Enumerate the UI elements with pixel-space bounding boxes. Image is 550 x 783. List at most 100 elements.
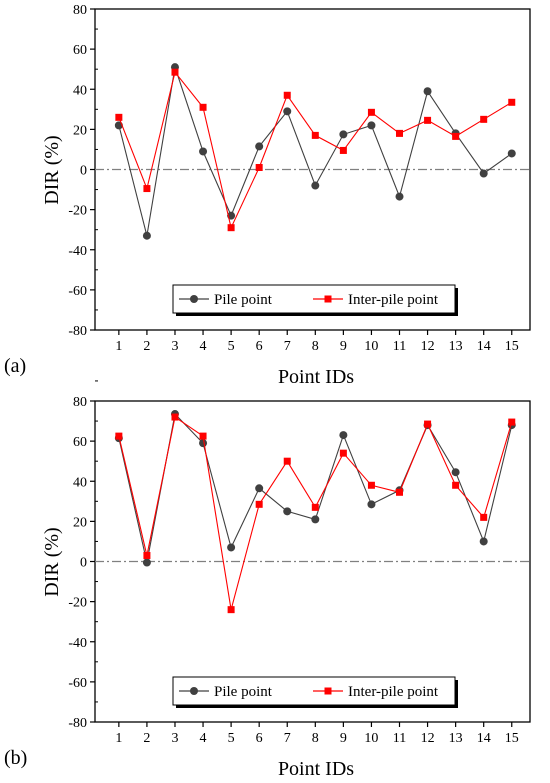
data-point [143, 551, 151, 559]
x-tick-label: 3 [171, 731, 178, 746]
x-tick-label: 6 [256, 339, 263, 354]
legend-label: Pile point [214, 684, 273, 700]
x-tick-label: 10 [364, 731, 378, 746]
data-point [423, 87, 432, 96]
x-tick-label: 10 [364, 339, 378, 354]
data-point [143, 185, 151, 193]
data-point [367, 108, 375, 116]
chart-panel-a: (a) Point IDs DIR (%) -80 -60 -40 -20 0 20 40 6… [4, 3, 531, 388]
data-point [339, 431, 348, 440]
data-point [255, 484, 264, 493]
data-point [199, 439, 208, 448]
data-point [311, 515, 320, 524]
data-point [451, 468, 460, 477]
series-line-pile-point [118, 67, 513, 236]
x-tick-label: 8 [312, 339, 319, 354]
data-point [424, 420, 432, 428]
data-point [171, 413, 179, 421]
data-point [479, 169, 488, 178]
legend-marker-circle [190, 295, 198, 303]
y-tick-label: 40 [73, 475, 87, 490]
legend-label: Inter-pile point [348, 292, 439, 308]
chart-panel-b: (b) Point IDs DIR (%) -80 -60 -40 -20 0 20 40 6… [4, 380, 531, 780]
data-point [339, 146, 347, 154]
y-tick-label: -20 [68, 596, 87, 611]
data-point [115, 432, 123, 440]
x-tick-label: 8 [312, 731, 319, 746]
data-point [396, 129, 403, 137]
data-point [452, 132, 460, 140]
data-point [255, 500, 263, 508]
x-tick-label: 7 [284, 731, 291, 746]
legend: Pile point Inter-pile point [172, 284, 458, 316]
data-point [424, 116, 432, 124]
y-tick-label: -80 [68, 324, 87, 339]
y-tick-label: -80 [68, 716, 87, 731]
legend-marker-square [324, 295, 332, 303]
data-point [283, 457, 291, 465]
data-point [142, 231, 151, 240]
data-point [311, 181, 320, 190]
x-tick-label: 13 [449, 731, 463, 746]
x-tick-label: 4 [200, 731, 207, 746]
x-tick-label: 2 [143, 339, 150, 354]
data-point [507, 149, 516, 158]
data-point [508, 98, 516, 106]
y-tick-label: -40 [68, 244, 87, 259]
y-axis-title: DIR (%) [41, 135, 63, 204]
series-line-inter-pile-point [118, 416, 513, 610]
legend-marker-square [324, 687, 332, 695]
panel-label: (a) [4, 355, 26, 377]
series-line-inter-pile-point [118, 70, 513, 230]
y-tick-label: 20 [73, 123, 87, 138]
data-point [227, 543, 236, 552]
legend-label: Pile point [214, 292, 273, 308]
data-point [367, 481, 375, 489]
data-point [339, 449, 347, 457]
y-tick-label: 20 [73, 515, 87, 530]
x-tick-label: 15 [505, 731, 519, 746]
data-point [452, 481, 460, 489]
data-point [255, 142, 264, 151]
y-tick-label: -60 [68, 676, 87, 691]
data-point [142, 558, 151, 567]
data-point [255, 163, 263, 171]
data-point [227, 606, 235, 614]
y-tick-label: 60 [73, 43, 87, 58]
data-point [339, 130, 348, 139]
y-axis-title: DIR (%) [41, 527, 63, 596]
y-tick-label: 80 [73, 395, 87, 410]
x-tick-label: 14 [477, 339, 491, 354]
y-tick-label: -60 [68, 284, 87, 299]
data-point [283, 91, 291, 99]
data-point [480, 115, 488, 123]
x-tick-label: 11 [393, 339, 406, 354]
x-tick-label: 7 [284, 339, 291, 354]
data-point [199, 432, 207, 440]
x-axis-title: Point IDs [278, 366, 354, 388]
data-point [171, 68, 179, 76]
x-tick-label: 5 [228, 339, 235, 354]
data-point [367, 121, 376, 130]
x-tick-label: 6 [256, 731, 263, 746]
legend-label: Inter-pile point [348, 684, 439, 700]
data-point [199, 147, 208, 156]
legend: Pile point Inter-pile point [172, 676, 458, 708]
x-tick-label: 9 [340, 731, 347, 746]
legend-marker-circle [190, 687, 198, 695]
data-point [311, 503, 319, 511]
x-tick-label: 15 [505, 339, 519, 354]
y-tick-label: -20 [68, 204, 87, 219]
data-point [480, 513, 488, 521]
data-point [311, 131, 319, 139]
x-tick-label: 11 [393, 731, 406, 746]
x-tick-label: 12 [421, 731, 435, 746]
panel-label: (b) [4, 747, 27, 769]
x-tick-label: 12 [421, 339, 435, 354]
x-tick-label: 5 [228, 731, 235, 746]
data-point [396, 488, 403, 496]
data-point [283, 507, 292, 516]
x-tick-label: 3 [171, 339, 178, 354]
data-point [115, 113, 123, 121]
